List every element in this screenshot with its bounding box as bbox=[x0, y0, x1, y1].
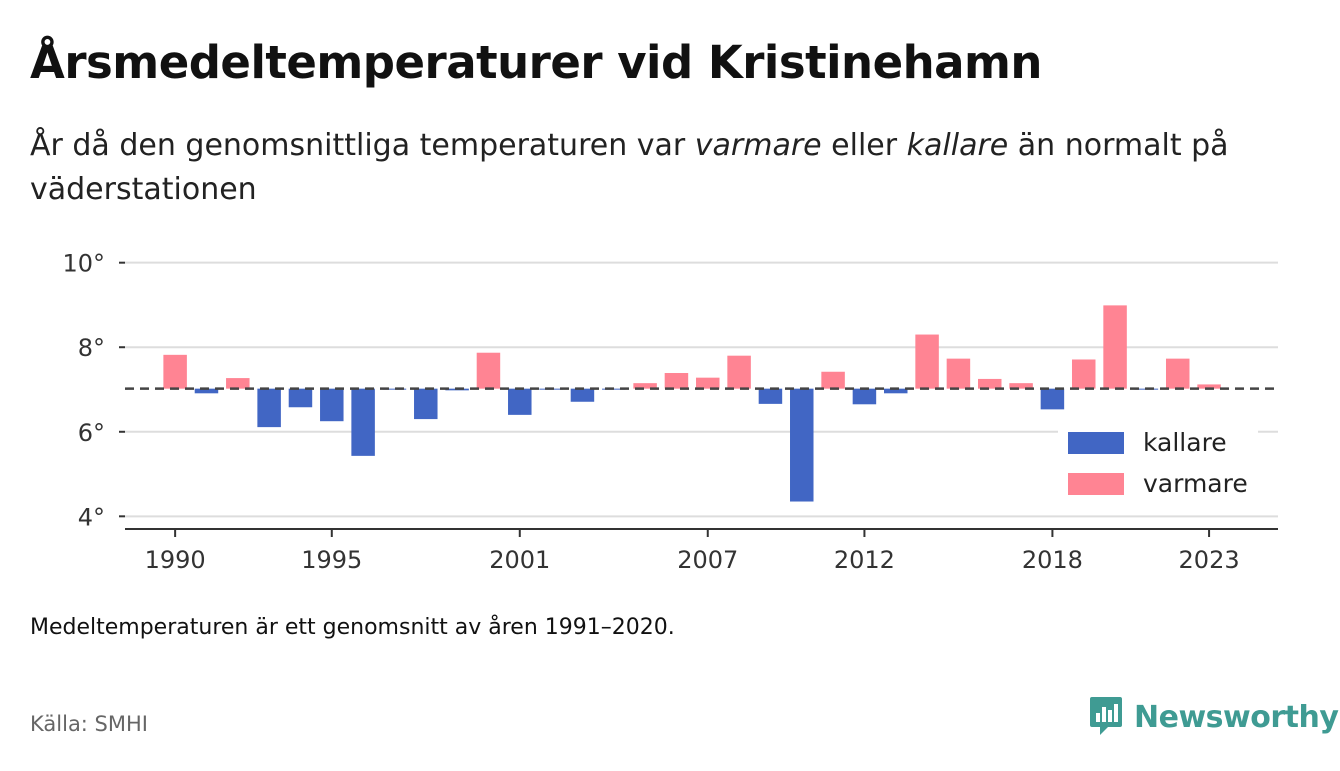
x-tick-label: 2023 bbox=[1179, 546, 1240, 574]
bar-1991 bbox=[194, 388, 219, 394]
x-tick-label: 2012 bbox=[834, 546, 895, 574]
bar-2022 bbox=[1165, 358, 1190, 389]
bar-2017 bbox=[1009, 383, 1033, 389]
y-tick-label: 10° bbox=[62, 250, 105, 278]
subtitle-text-3: än normalt på väderstationen bbox=[30, 128, 1229, 207]
source-credit: Källa: SMHI bbox=[30, 712, 148, 736]
y-tick-label: 8° bbox=[78, 334, 105, 362]
subtitle-cold-word: kallare bbox=[906, 128, 1009, 163]
bar-2000 bbox=[476, 352, 501, 389]
bar-2011 bbox=[821, 371, 845, 389]
legend-swatch-varmare bbox=[1068, 473, 1124, 495]
bar-2014 bbox=[915, 334, 939, 389]
subtitle-text-1: År då den genomsnittliga temperaturen va… bbox=[30, 128, 695, 163]
bar-2003 bbox=[570, 388, 595, 402]
bar-2023 bbox=[1197, 384, 1221, 389]
x-tick-label: 2001 bbox=[489, 546, 550, 574]
subtitle-warm-word: varmare bbox=[694, 128, 822, 163]
chart-title: Årsmedeltemperaturer vid Kristinehamn bbox=[30, 36, 1042, 89]
legend-label-kallare: kallare bbox=[1143, 428, 1227, 457]
bar-1993 bbox=[257, 388, 281, 428]
bars bbox=[163, 305, 1221, 502]
axes: 4° 6° 8° 10° 1990 1995 2001 2007 2012 2018 2023 bbox=[62, 250, 1278, 574]
y-tick-label: 4° bbox=[78, 503, 105, 531]
bar-2008 bbox=[727, 355, 751, 389]
bar-chart: 4° 6° 8° 10° 1990 1995 2001 2007 2012 2018 2023 ka… bbox=[62, 250, 1278, 574]
brand-name: Newsworthy bbox=[1134, 699, 1339, 735]
bar-1998 bbox=[414, 388, 438, 420]
bar-2013 bbox=[884, 388, 908, 394]
bar-2020 bbox=[1103, 305, 1127, 389]
bar-2012 bbox=[852, 388, 877, 405]
newsworthy-logo-icon bbox=[1090, 697, 1122, 735]
legend: kallare varmare bbox=[1058, 425, 1258, 513]
bar-2001 bbox=[508, 388, 532, 415]
bar-1995 bbox=[320, 388, 344, 422]
bar-2005 bbox=[633, 383, 657, 389]
legend-label-varmare: varmare bbox=[1143, 469, 1248, 498]
bar-2006 bbox=[664, 373, 689, 389]
footnote: Medeltemperaturen är ett genomsnitt av å… bbox=[30, 615, 675, 640]
bar-1997 bbox=[382, 388, 407, 390]
bar-2016 bbox=[978, 378, 1002, 389]
bar-2019 bbox=[1071, 359, 1096, 389]
x-tick-label: 1995 bbox=[301, 546, 362, 574]
bar-2009 bbox=[758, 388, 783, 404]
bar-1990 bbox=[163, 354, 187, 389]
bar-2018 bbox=[1040, 388, 1065, 410]
chart-subtitle: År då den genomsnittliga temperaturen va… bbox=[30, 124, 1300, 212]
x-tick-label: 1990 bbox=[145, 546, 206, 574]
bar-2015 bbox=[946, 358, 971, 389]
bar-1992 bbox=[226, 378, 250, 389]
bar-2007 bbox=[696, 377, 720, 389]
y-tick-label: 6° bbox=[78, 419, 105, 447]
x-tick-label: 2007 bbox=[677, 546, 738, 574]
bar-1996 bbox=[351, 388, 375, 456]
bar-1994 bbox=[288, 388, 313, 408]
bar-2010 bbox=[790, 388, 814, 502]
x-tick-label: 2018 bbox=[1022, 546, 1083, 574]
subtitle-text-2: eller bbox=[821, 128, 907, 163]
brand-logo: Newsworthy bbox=[1088, 695, 1339, 739]
legend-swatch-kallare bbox=[1068, 432, 1124, 454]
